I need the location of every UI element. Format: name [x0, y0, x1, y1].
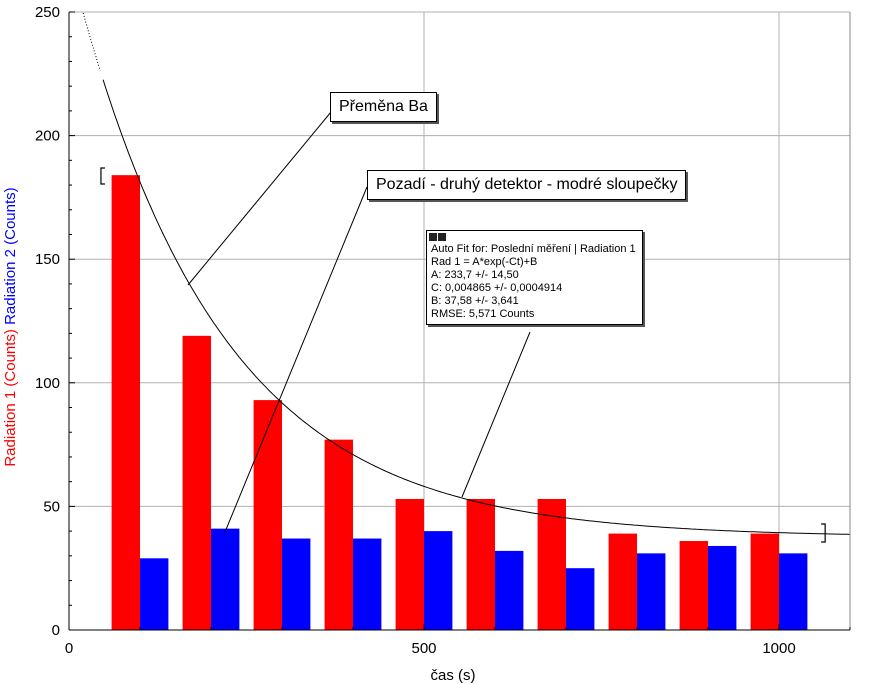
y-tick-label: 250: [35, 4, 60, 21]
tick-labels: 0 50 100 150 200 250 0 500 1000: [35, 4, 796, 657]
fit-range-start-bracket: [100, 167, 105, 185]
bar-radiation-2: [282, 538, 311, 630]
fit-curve: [102, 79, 851, 535]
x-tick-label: 1000: [762, 640, 795, 657]
fit-close-icon[interactable]: [438, 233, 446, 241]
bar-radiation-2: [424, 531, 453, 630]
fit-info-box[interactable]: Auto Fit for: Poslední měření | Radiatio…: [426, 230, 643, 325]
leader-decay: [187, 111, 332, 286]
y-axis-label-2: Radiation 2 (Counts): [2, 187, 19, 325]
bar-radiation-2: [779, 553, 808, 630]
axes: [68, 11, 851, 631]
fit-curve-group: [82, 12, 851, 543]
x-tick-label: 0: [65, 640, 73, 657]
bar-radiation-2: [708, 545, 737, 630]
fit-box-icons[interactable]: [429, 232, 447, 245]
bar-radiation-2: [566, 568, 595, 630]
bar-radiation-1: [679, 541, 708, 630]
bar-radiation-2: [353, 538, 382, 630]
bar-radiation-2: [495, 550, 524, 630]
x-tick-label: 500: [411, 640, 436, 657]
y-tick-label: 50: [43, 498, 60, 515]
bar-radiation-1: [324, 439, 353, 630]
annotation-background[interactable]: Pozadí - druhý detektor - modré sloupečk…: [367, 170, 687, 200]
fit-options-icon[interactable]: [429, 233, 437, 241]
bar-radiation-1: [537, 498, 566, 630]
y-tick-label: 100: [35, 375, 60, 392]
leader-lines: [187, 111, 531, 533]
fit-line-b: B: 37,58 +/- 3,641: [431, 295, 519, 307]
leader-background: [224, 186, 368, 533]
bars: [111, 175, 808, 631]
bar-radiation-1: [253, 400, 282, 630]
bar-radiation-2: [637, 553, 666, 630]
bar-radiation-1: [750, 533, 779, 630]
fit-range-end-bracket: [821, 523, 826, 543]
x-axis-label: čas (s): [431, 667, 476, 684]
bar-radiation-1: [395, 498, 424, 630]
fit-curve-extrapolated: [82, 12, 101, 71]
fit-line-rmse: RMSE: 5,571 Counts: [431, 308, 535, 320]
annotation-decay[interactable]: Přeměna Ba: [330, 92, 437, 122]
bar-radiation-2: [211, 528, 240, 630]
bar-radiation-2: [140, 558, 169, 630]
bar-radiation-1: [111, 175, 140, 631]
bar-radiation-1: [608, 533, 637, 630]
y-axis-label-1: Radiation 1 (Counts): [2, 329, 19, 467]
fit-line-c: C: 0,004865 +/- 0,0004914: [431, 282, 563, 294]
y-axis-label: Radiation 1 (Counts) Radiation 2 (Counts…: [2, 187, 19, 466]
y-tick-label: 150: [35, 251, 60, 268]
fit-line-equation: Rad 1 = A*exp(-Ct)+B: [431, 256, 538, 268]
y-tick-label: 200: [35, 128, 60, 145]
leader-fit: [461, 331, 531, 498]
bar-radiation-1: [182, 335, 211, 630]
y-tick-label: 0: [52, 622, 60, 639]
fit-line-title: Auto Fit for: Poslední měření | Radiatio…: [431, 243, 636, 255]
fit-line-a: A: 233,7 +/- 14,50: [431, 269, 519, 281]
bar-radiation-1: [466, 498, 495, 630]
